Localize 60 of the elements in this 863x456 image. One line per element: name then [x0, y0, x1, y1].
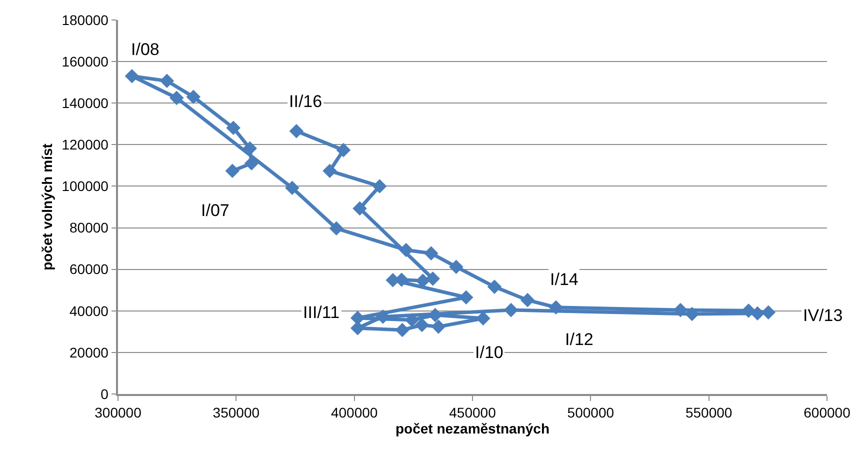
point — [329, 221, 344, 236]
y-tick-label: 100000 — [62, 178, 109, 194]
x-tick-label: 300000 — [94, 404, 142, 421]
annotation: I/14 — [550, 270, 578, 289]
point — [336, 142, 351, 158]
y-tick-label: 180000 — [62, 12, 109, 28]
point — [398, 242, 414, 258]
point — [449, 260, 464, 274]
y-tick-label: 160000 — [62, 53, 109, 70]
x-tick-label: 550000 — [685, 404, 732, 421]
annotation: I/10 — [475, 343, 504, 362]
x-axis-title: počet nezaměstnaných — [395, 420, 550, 437]
x-tick-label: 600000 — [804, 404, 851, 421]
y-axis-title: počet volných míst — [38, 143, 55, 270]
point — [487, 280, 502, 294]
point — [404, 312, 420, 328]
y-tick-label: 20000 — [70, 344, 109, 360]
x-tick-label: 500000 — [567, 404, 614, 421]
annotation: I/08 — [131, 40, 160, 59]
x-tick-label: 350000 — [212, 404, 260, 421]
point — [160, 74, 174, 88]
point — [520, 292, 535, 308]
y-tick-label: 140000 — [62, 95, 109, 112]
point — [761, 305, 776, 320]
point — [376, 310, 390, 324]
point — [352, 201, 367, 216]
y-tick-label: 80000 — [70, 220, 109, 236]
point — [548, 300, 564, 315]
point — [750, 306, 765, 321]
point — [169, 90, 184, 106]
annotation: IV/13 — [803, 306, 843, 325]
point — [372, 179, 387, 194]
point — [395, 322, 410, 338]
annotation: III/11 — [303, 303, 340, 322]
point — [431, 320, 446, 334]
point — [424, 246, 438, 260]
point — [226, 120, 240, 135]
x-tick-label: 400000 — [330, 404, 378, 421]
point — [289, 124, 304, 138]
x-tick-label: 450000 — [449, 404, 496, 421]
annotation: I/07 — [201, 201, 230, 220]
y-tick-label: 40000 — [70, 302, 109, 319]
point — [322, 164, 337, 178]
point — [426, 272, 440, 286]
point — [416, 274, 430, 288]
y-tick-label: 120000 — [62, 136, 109, 153]
point — [244, 156, 259, 171]
y-tick-label: 0 — [100, 386, 109, 402]
point — [673, 302, 688, 318]
point — [350, 310, 365, 326]
point — [414, 318, 430, 332]
point — [684, 306, 700, 322]
point — [124, 68, 140, 84]
annotation: II/16 — [289, 92, 322, 111]
point — [504, 302, 518, 318]
y-tick-label: 60000 — [70, 261, 109, 278]
point — [285, 180, 300, 196]
annotation: I/12 — [565, 330, 594, 349]
point — [186, 90, 201, 104]
point — [225, 164, 240, 178]
